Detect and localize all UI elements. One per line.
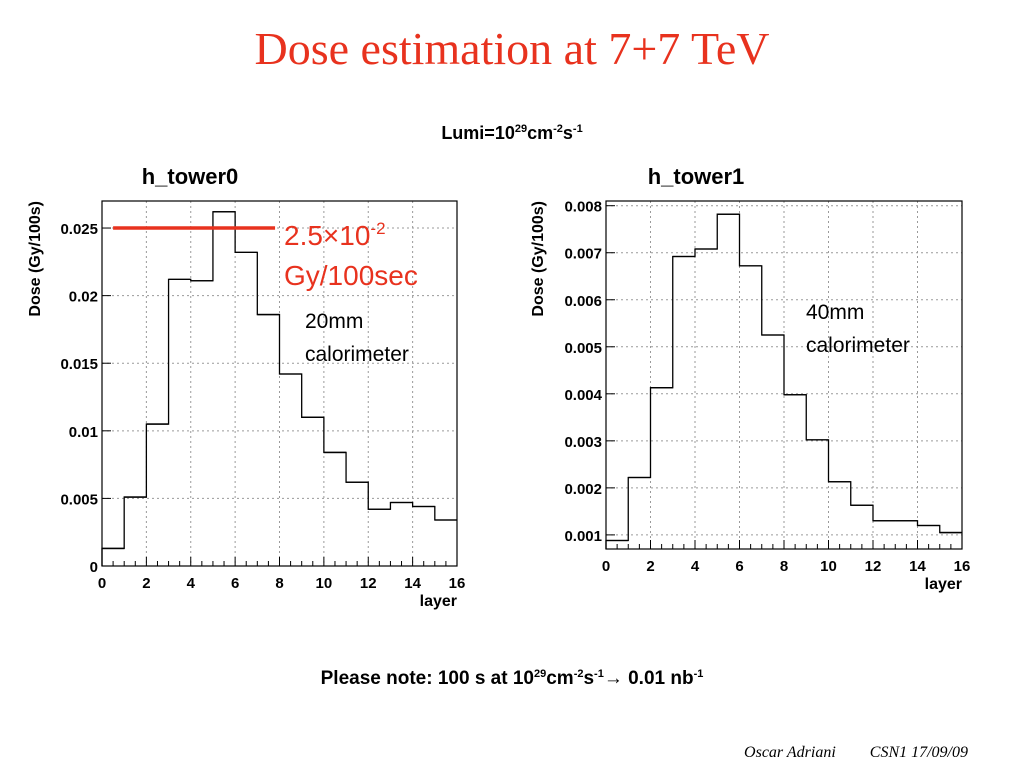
y-tick-label: 0 (90, 559, 98, 576)
y-tick-label: 0.025 (60, 221, 98, 238)
x-tick-label: 8 (275, 575, 283, 592)
footer-author: Oscar Adriani (744, 744, 836, 761)
histogram-tower1 (605, 213, 962, 549)
chart-title-tower1: h_tower1 (648, 164, 745, 189)
x-tick-label: 14 (909, 558, 926, 575)
x-axis-label: layer (420, 593, 457, 610)
x-tick-label: 12 (360, 575, 377, 592)
x-tick-label: 8 (780, 558, 788, 575)
y-tick-label: 0.001 (564, 528, 602, 545)
y-tick-label: 0.006 (564, 293, 602, 310)
tower1-annotation: 40mm calorimeter (806, 301, 910, 357)
y-tick-label: 0.02 (69, 289, 98, 306)
y-tick-label: 0.01 (69, 424, 98, 441)
footer-event: CSN1 17/09/09 (869, 744, 968, 761)
x-tick-label: 0 (602, 558, 610, 575)
x-tick-label: 4 (187, 575, 196, 592)
footer: Oscar Adriani CSN1 17/09/09 (744, 744, 968, 762)
x-tick-label: 10 (820, 558, 837, 575)
x-tick-label: 12 (865, 558, 882, 575)
chart-title-tower0: h_tower0 (142, 164, 239, 189)
chart-tower0: 0 2 4 6 8 10 12 14 16 0 0.005 0.01 0.015 0.02 0.025 h_t… (27, 164, 465, 610)
slide-title: Dose estimation at 7+7 TeV (254, 23, 770, 74)
y-tick-label: 0.015 (60, 356, 98, 373)
x-tick-label: 6 (231, 575, 239, 592)
x-tick-label: 6 (735, 558, 743, 575)
x-tick-label: 16 (449, 575, 466, 592)
x-tick-label: 2 (142, 575, 150, 592)
luminosity-label: Lumi=1029cm-2s-1 (441, 123, 583, 143)
y-tick-label: 0.008 (564, 199, 602, 216)
y-tick-label: 0.007 (564, 246, 602, 263)
x-tick-label: 2 (646, 558, 654, 575)
x-tick-label: 0 (98, 575, 106, 592)
tower0-annotation: 20mm calorimeter (305, 310, 409, 366)
dose-annotation-value: 2.5×10-2 (284, 219, 386, 251)
x-tick-label: 4 (691, 558, 700, 575)
x-tick-label: 16 (954, 558, 971, 575)
y-tick-label: 0.002 (564, 481, 602, 498)
y-tick-label: 0.005 (564, 340, 602, 357)
dose-annotation-unit: Gy/100sec (284, 260, 418, 291)
dose-annotation: 2.5×10-2 Gy/100sec (284, 216, 418, 296)
y-tick-label: 0.003 (564, 434, 602, 451)
chart-tower1: 0 2 4 6 8 10 12 14 16 0.001 0.002 0.003 0.004 0.005 0.… (530, 164, 970, 593)
x-tick-label: 14 (404, 575, 421, 592)
y-tick-label: 0.005 (60, 491, 98, 508)
x-axis-label: layer (925, 576, 962, 593)
note-text: Please note: 100 s at 1029cm-2s-1→ 0.01 … (320, 668, 704, 689)
x-tick-label: 10 (316, 575, 333, 592)
y-axis-label: Dose (Gy/100s) (530, 201, 547, 317)
y-tick-label: 0.004 (564, 387, 602, 404)
y-axis-label: Dose (Gy/100s) (27, 201, 44, 317)
